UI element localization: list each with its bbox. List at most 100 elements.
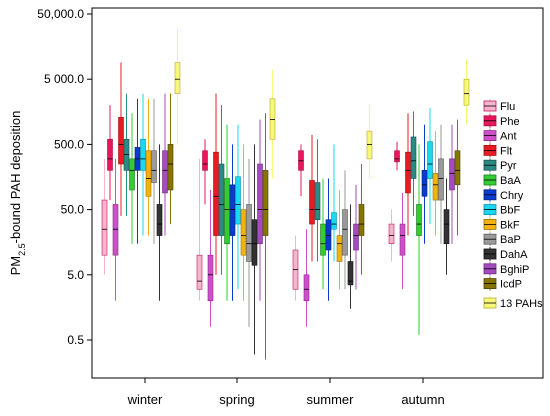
box-bbf-winter [140, 138, 146, 171]
legend-symbol [483, 202, 497, 217]
y-tick-label: 0.5 [67, 333, 84, 347]
box-bap-winter [151, 150, 157, 183]
legend-label: IcdP [500, 279, 522, 291]
box-daha-autumn [443, 209, 450, 244]
y-axis-title: PM2.5-bound PAH deposition [8, 111, 27, 276]
x-tick-label-summer: summer [307, 392, 355, 407]
box-daha-winter [156, 204, 163, 236]
legend-label: Flu [500, 101, 515, 113]
box-flu-spring [196, 254, 203, 290]
box-baa-autumn [416, 204, 422, 236]
legend-label: DahA [500, 249, 528, 261]
boxes [101, 28, 470, 360]
box-bghip-spring [257, 163, 263, 244]
box-bkf-autumn [432, 173, 439, 201]
legend-symbol [483, 187, 497, 202]
box-pyr-summer [314, 182, 321, 220]
legend-label: Flt [500, 145, 512, 157]
legend-symbol [483, 247, 497, 261]
box-bkf-winter [145, 150, 152, 197]
box-13-pahs-autumn [463, 78, 470, 106]
x-tick-label-winter: winter [127, 392, 163, 407]
y-tick-label: 50.0 [61, 203, 85, 217]
box-chry-spring [229, 184, 236, 236]
legend-symbol [483, 143, 497, 158]
y-tick-label: 5.0 [67, 268, 84, 282]
box-icdp-spring [262, 170, 269, 236]
box-chry-autumn [421, 170, 428, 197]
legend-symbol [483, 276, 497, 291]
y-axis-title-suffix: -bound PAH deposition [8, 111, 23, 244]
box-daha-summer [347, 261, 354, 286]
box-bbf-autumn [427, 141, 433, 179]
box-flt-autumn [405, 151, 411, 194]
box-13-pahs-spring [269, 98, 276, 140]
legend-label: BaP [500, 234, 521, 246]
box-icdp-winter [167, 144, 174, 191]
box-bghip-autumn [449, 158, 455, 191]
box-flt-winter [118, 117, 124, 165]
box-flt-summer [309, 180, 315, 225]
box-phe-spring [202, 150, 208, 171]
legend-label: BkF [500, 219, 520, 231]
box-bkf-spring [240, 209, 247, 256]
legend-symbol [483, 261, 497, 276]
box-baa-summer [320, 223, 326, 256]
box-pyr-spring [218, 163, 225, 236]
box-phe-autumn [394, 150, 400, 163]
box-baa-spring [224, 178, 230, 244]
box-bghip-summer [353, 223, 359, 251]
y-axis-title-subscript: 2.5 [17, 243, 27, 256]
legend-symbol [483, 158, 497, 173]
legend-label: Pyr [500, 160, 517, 172]
x-tick-label-spring: spring [219, 392, 254, 407]
box-ant-summer [303, 274, 310, 302]
legend-symbol [483, 173, 497, 187]
box-ant-autumn [399, 223, 406, 256]
y-tick-label: 5 000.0 [44, 72, 84, 86]
box-bbf-summer [331, 212, 337, 230]
box-ant-winter [112, 204, 119, 256]
box-bap-summer [342, 209, 348, 256]
legend-symbol [483, 128, 497, 143]
box-phe-winter [107, 138, 113, 171]
box-ant-spring [207, 254, 214, 302]
box-pyr-autumn [410, 136, 417, 179]
legend-label: Chry [500, 190, 524, 202]
x-tick-label-autumn: autumn [401, 392, 444, 407]
legend-label: BbF [500, 205, 520, 217]
y-axis: 0.5 5.0 50.0 500.0 5 000.0 50,000.0 [37, 7, 92, 347]
legend-symbol [483, 296, 497, 310]
y-tick-label: 500.0 [54, 137, 84, 151]
legend-label: BghiP [500, 264, 529, 276]
box-flu-autumn [388, 223, 395, 244]
legend-label: Phe [500, 116, 520, 128]
legend-symbol [483, 113, 497, 128]
y-tick-label: 50,000.0 [37, 7, 84, 21]
box-bkf-summer [336, 235, 343, 262]
x-axis: winter spring summer autumn [127, 378, 445, 407]
legend-label: Ant [500, 131, 517, 143]
box-icdp-autumn [454, 150, 461, 186]
box-chry-summer [325, 219, 332, 251]
box-flt-spring [213, 151, 219, 236]
legend-label: 13 PAHs [500, 298, 543, 310]
box-bghip-winter [162, 150, 168, 194]
box-daha-spring [251, 219, 258, 266]
y-axis-title-prefix: PM [8, 256, 23, 276]
box-flu-winter [101, 199, 108, 256]
legend-symbol [483, 232, 497, 247]
legend-label: BaA [500, 175, 521, 187]
legend: Flu Phe Ant Flt Pyr BaA Chry BbF BkF BaP DahA BghiP… [483, 99, 543, 310]
box-bap-autumn [438, 158, 444, 201]
box-baa-winter [129, 158, 135, 191]
box-bap-spring [246, 204, 252, 262]
box-icdp-summer [358, 204, 365, 236]
legend-symbol [483, 217, 497, 232]
legend-symbol [483, 99, 497, 113]
box-13-pahs-summer [366, 130, 373, 160]
box-13-pahs-winter [174, 62, 181, 94]
box-bbf-spring [235, 176, 241, 225]
